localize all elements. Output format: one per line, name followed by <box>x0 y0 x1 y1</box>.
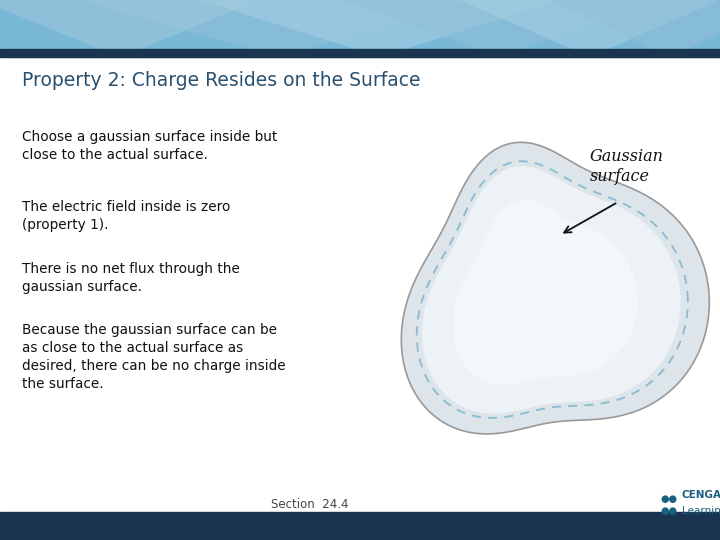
Polygon shape <box>80 0 480 57</box>
Text: Section  24.4: Section 24.4 <box>271 498 348 511</box>
Text: ●●
●●: ●● ●● <box>660 494 677 516</box>
Polygon shape <box>200 0 560 57</box>
Text: Choose a gaussian surface inside but
close to the actual surface.: Choose a gaussian surface inside but clo… <box>22 130 277 162</box>
Text: Gaussian
surface: Gaussian surface <box>590 148 664 185</box>
Polygon shape <box>0 0 260 57</box>
Bar <box>0 0 720 57</box>
Polygon shape <box>401 143 709 434</box>
Polygon shape <box>453 200 638 385</box>
Text: The electric field inside is zero
(property 1).: The electric field inside is zero (prope… <box>22 200 230 232</box>
Bar <box>0 512 720 540</box>
Polygon shape <box>550 0 720 57</box>
Text: Property 2: Charge Resides on the Surface: Property 2: Charge Resides on the Surfac… <box>22 71 420 90</box>
Polygon shape <box>422 166 680 414</box>
Bar <box>0 49 720 57</box>
Polygon shape <box>340 0 660 57</box>
Text: Because the gaussian surface can be
as close to the actual surface as
desired, t: Because the gaussian surface can be as c… <box>22 323 286 390</box>
Polygon shape <box>460 0 720 57</box>
Text: Learning™: Learning™ <box>682 506 720 516</box>
Text: CENGAGE: CENGAGE <box>682 490 720 500</box>
Text: There is no net flux through the
gaussian surface.: There is no net flux through the gaussia… <box>22 262 240 294</box>
